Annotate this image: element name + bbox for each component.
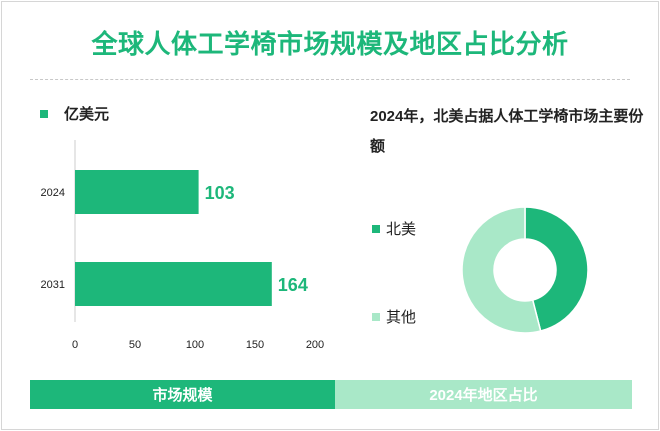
x-tick-label-0: 0 [72,339,78,351]
bar-legend: 亿美元 [40,103,109,124]
bar-legend-label: 亿美元 [64,106,110,123]
x-tick-label-200: 200 [306,339,324,351]
title-divider [30,79,630,80]
x-tick-label-100: 100 [186,339,204,351]
donut-legend-item-north-america: 北美 [372,218,416,239]
data-label-2024: 103 [205,183,235,203]
bar-chart: 2024 103 2031 164 0 50 100 150 200 [41,140,324,351]
footer-region-share: 2024年地区占比 [335,380,632,409]
donut-chart [461,206,589,334]
legend-swatch-other [372,312,380,321]
legend-swatch-primary [40,109,48,118]
legend-label-north-america: 北美 [386,221,417,238]
donut-title: 2024年，北美占据人体工学椅市场主要份额 [370,108,644,155]
x-tick-label-50: 50 [129,339,141,351]
y-tick-label-2031: 2031 [41,279,65,291]
donut-legend-item-other: 其他 [372,306,416,327]
legend-label-other: 其他 [386,309,417,326]
page-title: 全球人体工学椅市场规模及地区占比分析 [91,29,569,59]
footer-market-size: 市场规模 [30,380,335,409]
bar-2031 [75,262,272,306]
data-label-2031: 164 [278,275,308,295]
x-tick-label-150: 150 [246,339,264,351]
y-tick-label-2024: 2024 [41,187,65,199]
donut-slice-other [461,206,542,334]
bar-2024 [75,170,199,214]
legend-swatch-north-america [372,224,380,233]
donut-slice-north-america [524,206,589,332]
